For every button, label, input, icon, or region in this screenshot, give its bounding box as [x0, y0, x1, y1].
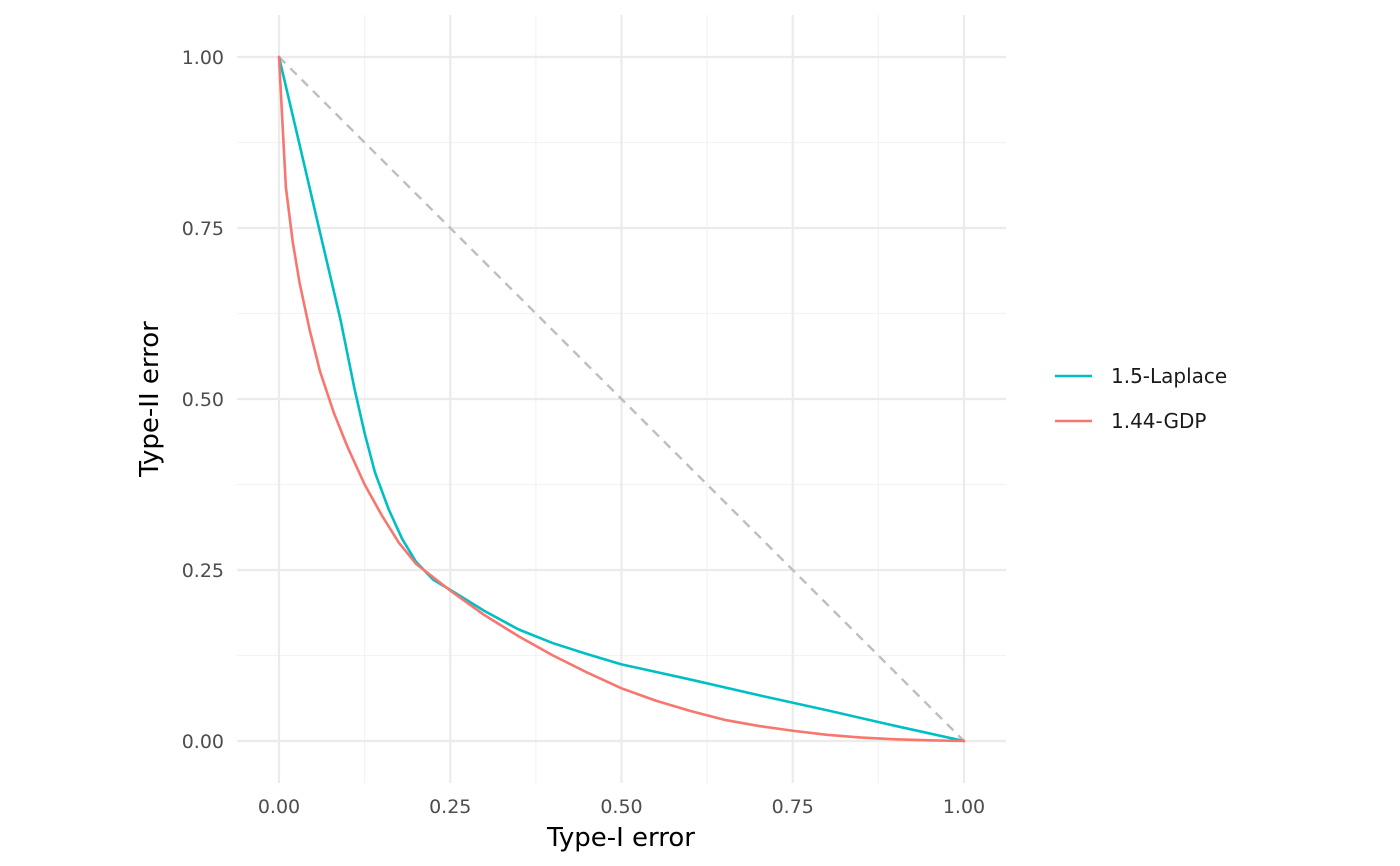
legend-label: 1.44-GDP	[1111, 409, 1206, 433]
x-tick-label: 0.25	[429, 796, 471, 818]
y-tick-label: 0.50	[182, 389, 224, 411]
legend-item: 1.5-Laplace	[1055, 364, 1227, 388]
legend-label: 1.5-Laplace	[1111, 364, 1227, 388]
y-tick-label: 0.00	[182, 731, 224, 753]
y-tick-label: 0.25	[182, 560, 224, 582]
y-axis-title: Type-II error	[135, 321, 165, 478]
y-tick-label: 1.00	[182, 47, 224, 69]
reference-line-layer	[278, 56, 965, 742]
x-tick-label: 0.50	[600, 796, 642, 818]
legend-item: 1.44-GDP	[1055, 409, 1206, 433]
series-line-1-44-gdp	[277, 55, 966, 743]
reference-diagonal-line	[278, 56, 965, 742]
y-tick-label: 0.75	[182, 218, 224, 240]
y-axis-ticks: 0.00 0.25 0.50 0.75 1.00	[182, 47, 224, 753]
x-tick-label: 1.00	[943, 796, 985, 818]
x-axis-ticks: 0.00 0.25 0.50 0.75 1.00	[258, 796, 985, 818]
series-layer	[277, 55, 966, 743]
grid	[237, 15, 1006, 783]
legend: 1.5-Laplace 1.44-GDP	[1055, 364, 1227, 433]
x-tick-label: 0.00	[258, 796, 300, 818]
x-axis-title: Type-I error	[546, 823, 695, 853]
x-tick-label: 0.75	[772, 796, 814, 818]
